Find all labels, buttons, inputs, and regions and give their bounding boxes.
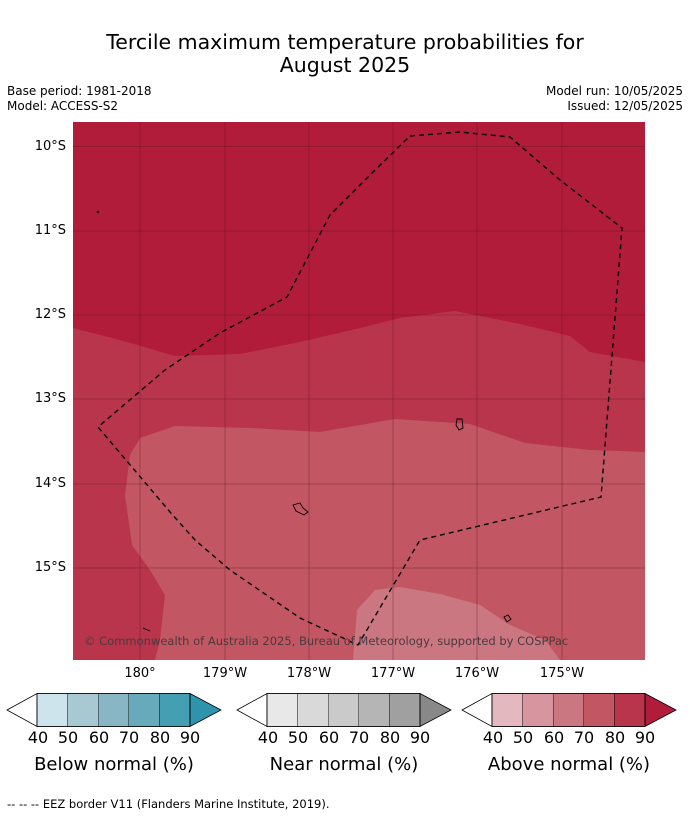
model-name: Model: ACCESS-S2 xyxy=(7,99,119,113)
base-period: Base period: 1981-2018 xyxy=(7,84,152,98)
colorbar-box xyxy=(614,693,646,727)
colorbar-max-extension xyxy=(644,692,677,728)
cb-near-tick-80: 80 xyxy=(379,728,401,747)
colorbar-near-normal xyxy=(236,692,452,728)
issued-date: Issued: 12/05/2025 xyxy=(567,99,683,113)
colorbar-max-extension xyxy=(419,692,452,728)
colorbar-below-normal xyxy=(6,692,222,728)
chart-title: Tercile maximum temperature probabilitie… xyxy=(0,31,690,77)
lon-label-177w: 177°W xyxy=(370,666,416,681)
gridlines xyxy=(73,122,645,660)
colorbar-title-near: Near normal (%) xyxy=(269,754,419,775)
cb-above-tick-40: 40 xyxy=(482,728,504,747)
meta-right: Model run: 10/05/2025 Issued: 12/05/2025 xyxy=(546,84,683,114)
colorbar-box xyxy=(358,693,390,727)
colorbar-box xyxy=(389,693,421,727)
cb-below-tick-80: 80 xyxy=(149,728,171,747)
cb-below-tick-60: 60 xyxy=(88,728,110,747)
colorbar-max-extension xyxy=(189,692,222,728)
title-line-1: Tercile maximum temperature probabilitie… xyxy=(106,30,584,54)
model-run: Model run: 10/05/2025 xyxy=(545,84,683,98)
cb-near-tick-90: 90 xyxy=(409,728,431,747)
colorbar-box xyxy=(36,693,68,727)
title-line-2: August 2025 xyxy=(279,53,411,77)
colorbar-outline xyxy=(491,693,646,727)
lon-label-180: 180° xyxy=(124,666,156,681)
cb-above-tick-80: 80 xyxy=(604,728,626,747)
cb-below-tick-90: 90 xyxy=(179,728,201,747)
colorbar-box xyxy=(128,693,160,727)
colorbar-min-extension xyxy=(236,692,268,728)
cb-above-tick-70: 70 xyxy=(573,728,595,747)
island-2 xyxy=(292,502,309,516)
colorbar-title-below: Below normal (%) xyxy=(34,754,194,775)
island-1 xyxy=(455,418,464,431)
cb-near-tick-40: 40 xyxy=(257,728,279,747)
meta-left: Base period: 1981-2018 Model: ACCESS-S2 xyxy=(7,84,152,114)
colorbar-above-normal xyxy=(461,692,677,728)
region-above-60 xyxy=(353,587,560,660)
cb-above-tick-50: 50 xyxy=(512,728,534,747)
region-above-70 xyxy=(125,419,645,660)
cb-below-tick-50: 50 xyxy=(57,728,79,747)
lon-label-175w: 175°W xyxy=(539,666,585,681)
lat-label-13s: 13°S xyxy=(34,391,66,406)
eez-border xyxy=(97,131,623,646)
lon-label-176w: 176°W xyxy=(454,666,500,681)
cb-above-tick-60: 60 xyxy=(543,728,565,747)
colorbar-box xyxy=(552,693,584,727)
colorbar-box xyxy=(491,693,523,727)
cb-near-tick-60: 60 xyxy=(318,728,340,747)
island-3 xyxy=(503,614,512,623)
colorbar-box xyxy=(266,693,298,727)
colorbar-box xyxy=(327,693,359,727)
cb-above-tick-90: 90 xyxy=(634,728,656,747)
islands xyxy=(96,210,512,632)
lat-label-12s: 12°S xyxy=(34,307,66,322)
lon-label-178w: 178°W xyxy=(286,666,332,681)
lat-label-10s: 10°S xyxy=(34,139,66,154)
colorbar-box xyxy=(159,693,191,727)
island-4 xyxy=(142,627,151,632)
cb-below-tick-40: 40 xyxy=(27,728,49,747)
cb-below-tick-70: 70 xyxy=(118,728,140,747)
colorbar-box xyxy=(583,693,615,727)
colorbar-box xyxy=(97,693,129,727)
lon-label-179w: 179°W xyxy=(202,666,248,681)
colorbar-min-extension xyxy=(461,692,493,728)
lat-label-14s: 14°S xyxy=(34,476,66,491)
eez-legend-footer: -- -- -- EEZ border V11 (Flanders Marine… xyxy=(7,797,330,811)
cb-near-tick-70: 70 xyxy=(348,728,370,747)
island-5 xyxy=(96,210,100,214)
colorbar-outline xyxy=(266,693,421,727)
copyright-credit: © Commonwealth of Australia 2025, Bureau… xyxy=(84,634,568,648)
colorbar-box xyxy=(297,693,329,727)
lat-label-11s: 11°S xyxy=(34,223,66,238)
cb-near-tick-50: 50 xyxy=(287,728,309,747)
colorbar-box xyxy=(522,693,554,727)
colorbar-title-above: Above normal (%) xyxy=(487,754,651,775)
colorbar-outline xyxy=(36,693,191,727)
colorbar-min-extension xyxy=(6,692,38,728)
lat-label-15s: 15°S xyxy=(34,560,66,575)
colorbar-box xyxy=(67,693,99,727)
